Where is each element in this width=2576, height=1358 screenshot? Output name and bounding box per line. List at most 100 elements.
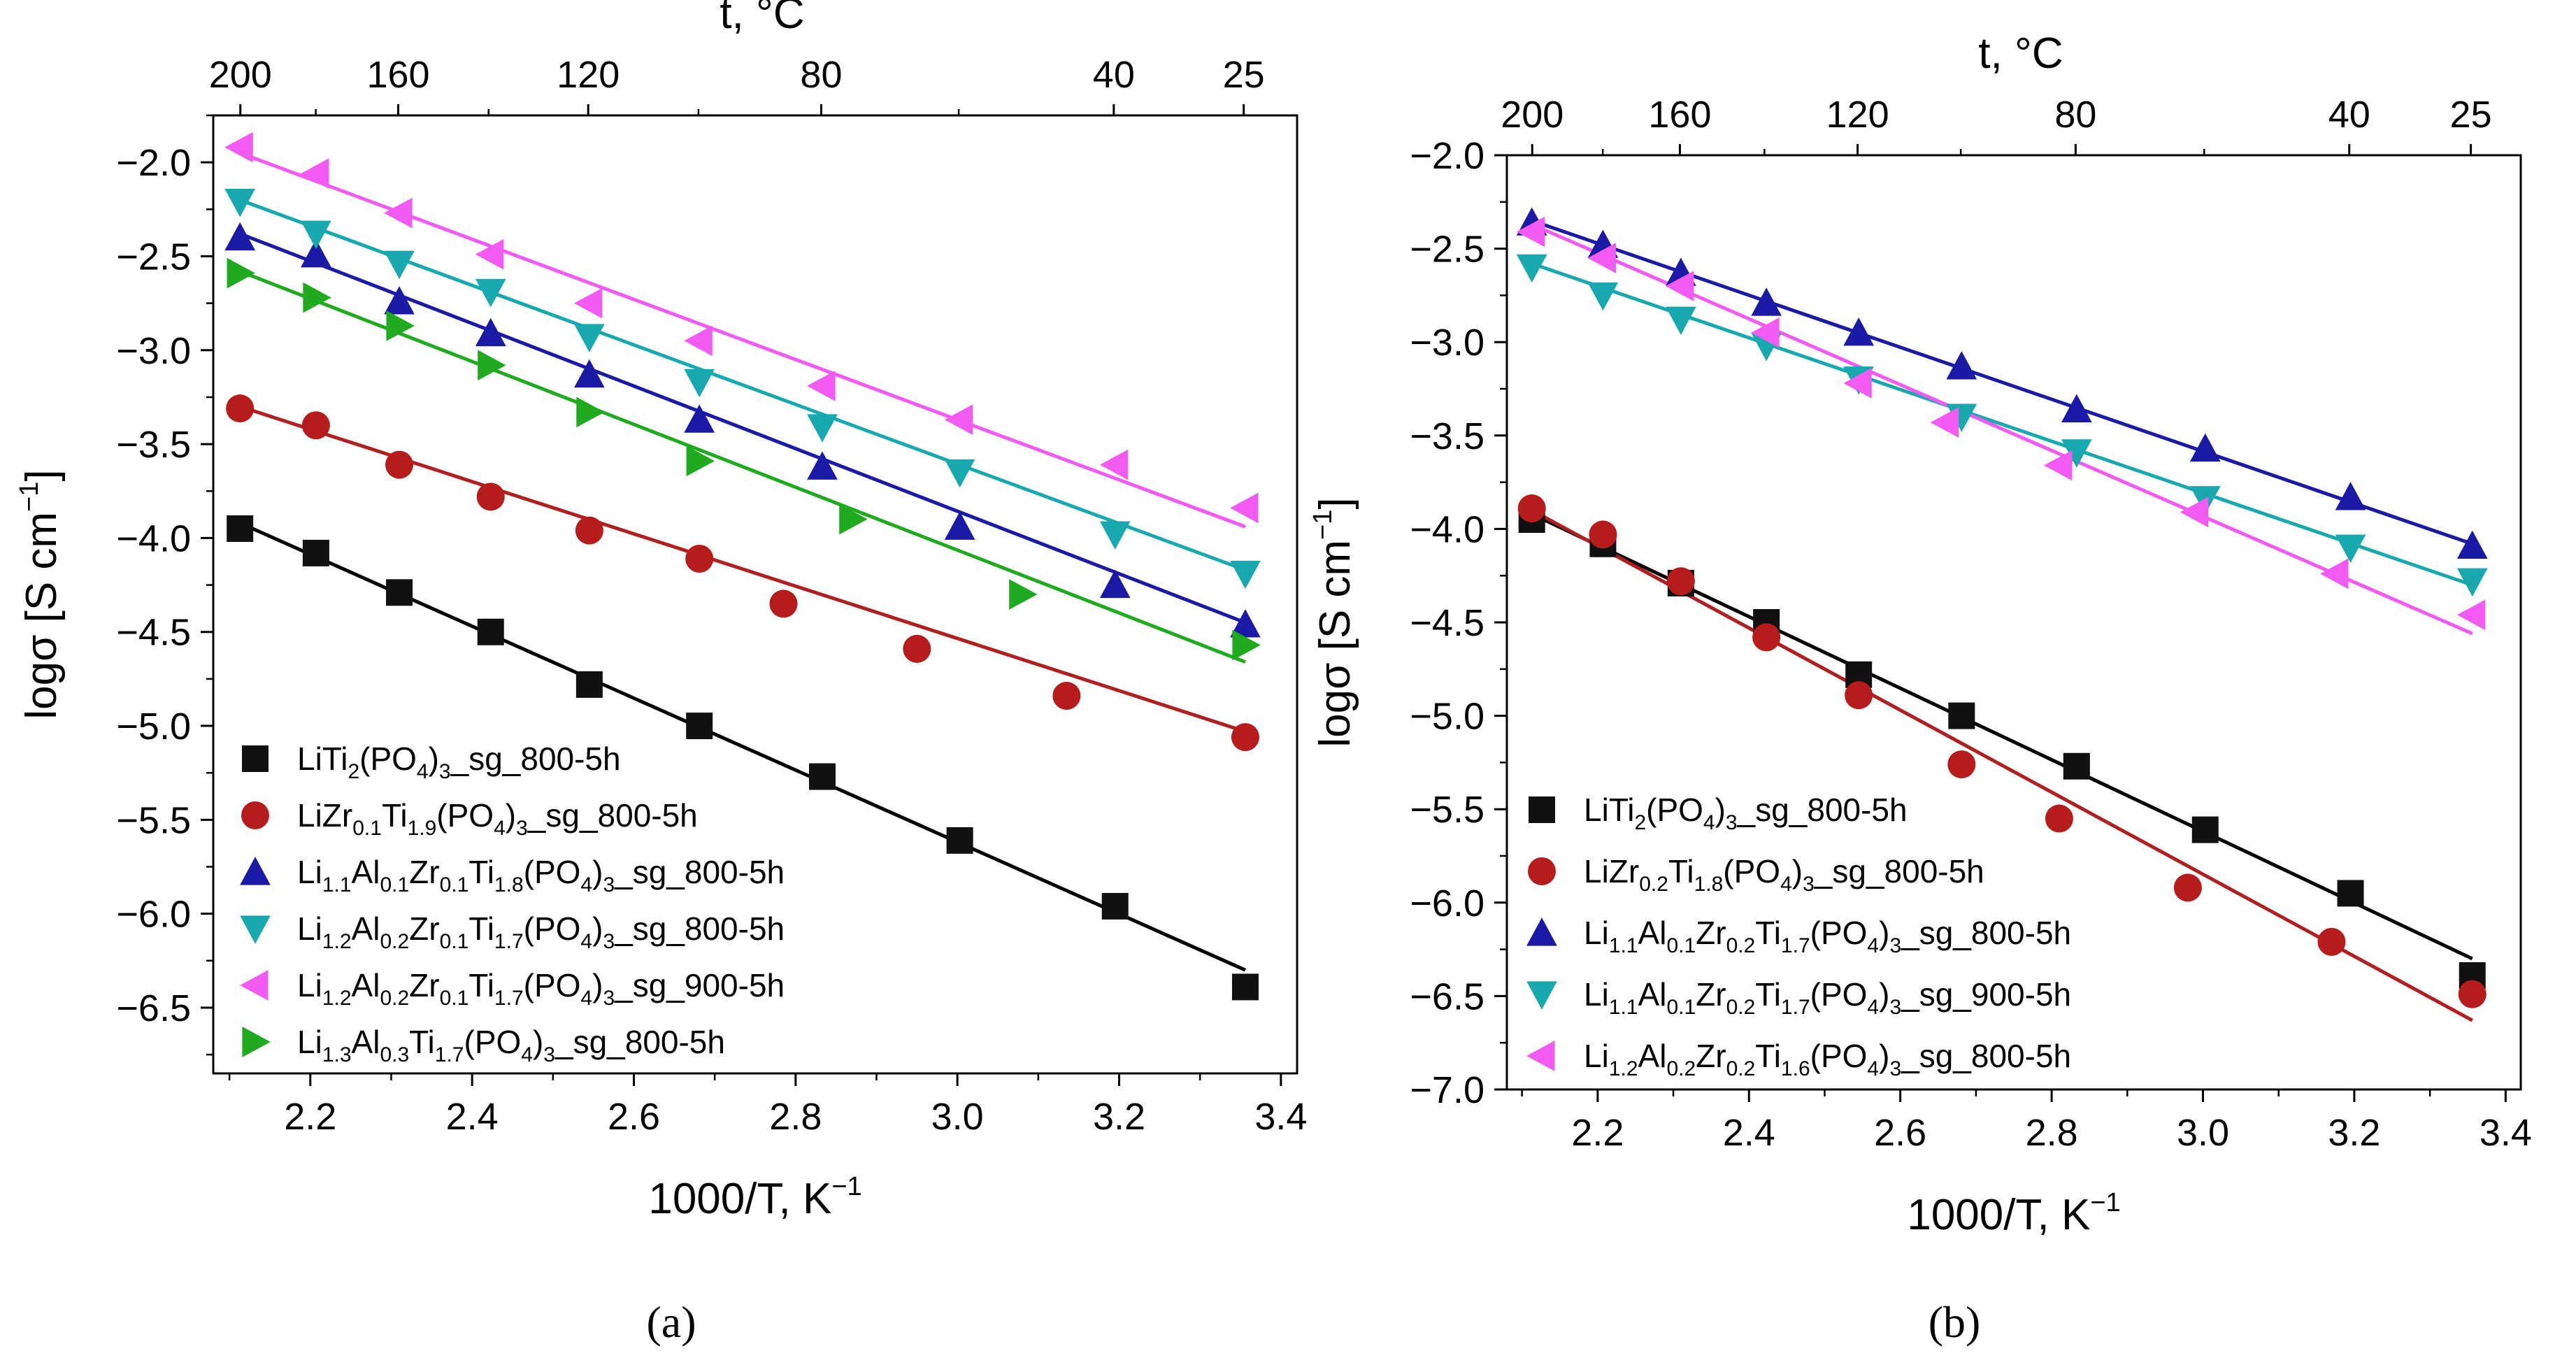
- legend-text: Li: [1584, 1038, 1609, 1074]
- legend-marker: [242, 1027, 271, 1057]
- data-point: [1231, 723, 1259, 752]
- legend-text: _sg_800-5h: [1814, 853, 1984, 889]
- legend-subscript: 2: [348, 760, 359, 783]
- data-point: [575, 516, 603, 545]
- data-point: [475, 278, 506, 308]
- data-point: [2317, 927, 2346, 956]
- legend-text: _sg_800-5h: [554, 1024, 725, 1060]
- data-point: [1843, 317, 1875, 346]
- data-point: [384, 197, 413, 229]
- x-tick-label: 2.2: [284, 1096, 336, 1138]
- x-axis-title-sup: −1: [831, 1172, 861, 1201]
- legend-text: (PO: [464, 1024, 522, 1060]
- top-axis-title: t, °C: [720, 0, 804, 38]
- legend-text: ): [429, 741, 439, 777]
- legend-subscript: 3: [603, 930, 615, 953]
- legend-subscript: 4: [1703, 811, 1715, 834]
- y-tick-label: −4.5: [1410, 602, 1484, 644]
- legend-text: Zr: [409, 967, 439, 1003]
- legend-label: Li1.2Al0.2Zr0.1Ti1.7(PO4)3_sg_800-5h: [297, 910, 785, 953]
- top-tick-label: 160: [1648, 94, 1711, 136]
- x-axis-title-sup: −1: [2090, 1188, 2120, 1217]
- top-tick-label: 80: [2054, 94, 2096, 136]
- legend-text: ): [1715, 792, 1726, 828]
- legend-subscript: 3: [543, 1043, 555, 1066]
- data-point: [1101, 892, 1129, 920]
- legend-text: ): [1879, 976, 1889, 1013]
- data-point: [301, 238, 331, 268]
- legend-subscript: 0.1: [380, 873, 409, 896]
- x-tick-label: 2.6: [1874, 1112, 1926, 1154]
- data-point: [1845, 681, 1873, 710]
- top-axis-title: t, °C: [1978, 29, 2063, 78]
- legend-subscript: 3: [1889, 996, 1901, 1019]
- x-tick-label: 3.4: [1254, 1096, 1307, 1138]
- legend-text: Ti: [468, 854, 494, 890]
- data-point: [385, 450, 414, 479]
- data-point: [226, 394, 255, 423]
- y-tick-label: −4.5: [116, 612, 191, 654]
- y-tick-label: −2.5: [1410, 229, 1484, 271]
- y-axis-title-sup: −1: [1308, 510, 1338, 540]
- legend-subscript: 0.1: [440, 873, 469, 896]
- top-tick-label: 200: [1501, 94, 1564, 136]
- data-point: [2173, 873, 2202, 902]
- y-tick-label: −2.0: [1410, 135, 1484, 177]
- legend-text: Ti: [409, 1024, 435, 1060]
- data-point: [1751, 317, 1780, 348]
- legend-subscript: 1.2: [1609, 1057, 1638, 1080]
- caption-text: (b): [1929, 1297, 1981, 1347]
- data-point: [301, 158, 329, 190]
- data-point: [224, 131, 253, 163]
- data-point: [1587, 243, 1616, 273]
- x-tick-label: 3.0: [2177, 1112, 2229, 1154]
- x-axis-title-main: 1000/T, K: [1907, 1191, 2090, 1239]
- legend-text: LiZr: [297, 797, 352, 834]
- legend-subscript: 1.7: [494, 987, 524, 1010]
- fit-line: [239, 269, 1246, 664]
- x-tick-label: 3.2: [1093, 1096, 1145, 1138]
- legend-text: (PO: [524, 910, 581, 947]
- legend-subscript: 0.3: [380, 1043, 409, 1066]
- legend-subscript: 0.1: [1666, 934, 1696, 957]
- legend-subscript: 0.1: [352, 817, 382, 840]
- data-point: [2456, 530, 2488, 559]
- legend-text: Li: [297, 910, 322, 947]
- legend-text: Li: [297, 854, 322, 890]
- data-point: [384, 286, 415, 315]
- data-point: [1589, 520, 1617, 549]
- legend: LiTi2(PO4)3_sg_800-5h LiZr0.2Ti1.8(PO4)3_…: [1526, 792, 2071, 1080]
- y-tick-label: −6.0: [1410, 882, 1484, 924]
- legend-subscript: 4: [521, 1043, 533, 1066]
- legend-text: Ti: [1609, 792, 1635, 828]
- legend-subscript: 1.1: [1609, 934, 1638, 957]
- legend-item: LiTi2(PO4)3_sg_800-5h: [1529, 792, 1908, 834]
- top-tick-label: 40: [2328, 94, 2370, 136]
- y-tick-label: −5.0: [116, 706, 191, 748]
- legend-text: Li: [297, 1024, 322, 1060]
- legend-label: LiZr0.2Ti1.8(PO4)3_sg_800-5h: [1584, 853, 1984, 896]
- data-point: [301, 220, 331, 250]
- x-axis-title-main: 1000/T, K: [648, 1175, 831, 1223]
- series-3: [239, 231, 1246, 624]
- series-6: [239, 269, 1246, 664]
- y-axis-title: logσ [S cm−1]: [1308, 497, 1359, 747]
- series-2-points: [226, 394, 1259, 752]
- legend-text: (PO: [1646, 792, 1703, 828]
- y-axis-title-main: logσ [S cm: [17, 512, 66, 720]
- data-point: [2320, 558, 2349, 589]
- legend-subscript: 0.2: [1726, 1057, 1756, 1080]
- series-2-points: [1517, 494, 2486, 1008]
- data-point: [478, 350, 506, 381]
- data-point: [1230, 560, 1261, 589]
- y-tick-label: −4.0: [1410, 508, 1484, 550]
- legend-subscript: 3: [603, 987, 615, 1010]
- data-point: [302, 539, 329, 566]
- caption-text: (a): [646, 1297, 696, 1347]
- legend-text: Al: [352, 854, 380, 890]
- data-point: [303, 282, 331, 313]
- y-tick-label: −5.0: [1410, 696, 1484, 738]
- legend-subscript: 3: [516, 817, 528, 840]
- x-tick-label: 2.8: [769, 1096, 822, 1138]
- y-axis: −2.0 −2.5 −3.0 −3.5 −4.0 −4.5 −5.0 −5.5 −6.0 −6.5…: [1410, 135, 1507, 1111]
